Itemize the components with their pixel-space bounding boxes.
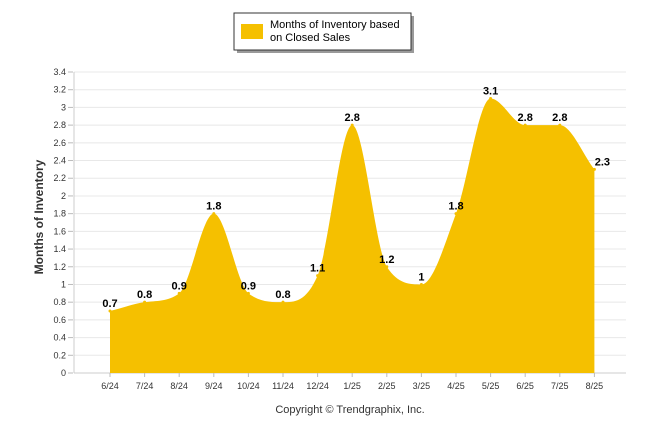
legend-box — [233, 12, 412, 51]
data-point — [177, 291, 181, 295]
data-point — [419, 282, 423, 286]
y-tick-label: 2.2 — [53, 173, 66, 183]
data-label: 2.3 — [595, 156, 610, 168]
x-tick-label: 6/24 — [101, 381, 119, 391]
y-tick-label: 2.6 — [53, 138, 66, 148]
data-label: 0.9 — [172, 280, 187, 292]
y-tick-label: 2.8 — [53, 120, 66, 130]
data-point — [454, 212, 458, 216]
data-label: 0.7 — [102, 298, 117, 310]
data-label: 0.9 — [241, 280, 256, 292]
data-point — [385, 265, 389, 269]
y-tick-label: 1.6 — [53, 226, 66, 236]
data-point — [350, 123, 354, 127]
x-tick-label: 1/25 — [343, 381, 361, 391]
x-tick-label: 9/24 — [205, 381, 223, 391]
data-point — [523, 123, 527, 127]
data-point — [246, 291, 250, 295]
x-tick-label: 11/24 — [272, 381, 294, 391]
data-point — [143, 300, 147, 304]
data-label: 1.8 — [206, 201, 221, 213]
x-tick-label: 12/24 — [306, 381, 329, 391]
x-tick-label: 8/24 — [170, 381, 188, 391]
data-point — [558, 123, 562, 127]
data-label: 2.8 — [345, 112, 360, 124]
legend-swatch — [241, 24, 263, 39]
y-tick-label: 0.4 — [53, 333, 66, 343]
data-point — [108, 309, 112, 313]
y-tick-label: 3.2 — [53, 85, 66, 95]
data-point — [316, 274, 320, 278]
data-label: 1 — [418, 271, 424, 283]
x-tick-label: 5/25 — [482, 381, 500, 391]
y-tick-label: 1 — [61, 279, 66, 289]
x-tick-label: 3/25 — [413, 381, 431, 391]
copyright-text: Copyright © Trendgraphix, Inc. — [275, 404, 424, 416]
legend: Months of Inventory based on Closed Sale… — [233, 12, 414, 53]
data-labels: 0.7 0.8 0.9 1.8 0.9 0.8 1.1 2.8 1.2 1 1.8 3.1 2.8 2.8… — [102, 86, 610, 310]
y-tick-label: 2.4 — [53, 156, 66, 166]
y-tick-label: 0 — [61, 368, 66, 378]
y-axis-title: Months of Inventory — [32, 159, 46, 274]
y-tick-label: 3.4 — [53, 67, 66, 77]
y-axis-ticks: 0 0.2 0.4 0.6 0.8 1 1.2 1.4 1.6 1.8 2 2.2 2.4 2.6 2.8 3… — [53, 67, 73, 378]
data-label: 0.8 — [137, 289, 152, 301]
data-point — [212, 212, 216, 216]
data-point — [489, 97, 493, 101]
data-label: 3.1 — [483, 86, 498, 98]
data-label: 0.8 — [275, 289, 290, 301]
x-tick-label: 8/25 — [586, 381, 604, 391]
x-tick-label: 2/25 — [378, 381, 396, 391]
x-axis-ticks: 6/24 7/24 8/24 9/24 10/24 11/24 12/24 1/25 2/25 3… — [101, 373, 603, 391]
data-label: 1.2 — [379, 254, 394, 266]
x-tick-label: 10/24 — [237, 381, 260, 391]
data-label: 2.8 — [552, 112, 567, 124]
x-tick-label: 7/25 — [551, 381, 569, 391]
plot-area — [108, 97, 596, 373]
x-tick-label: 4/25 — [447, 381, 465, 391]
y-tick-label: 3 — [61, 102, 66, 112]
series-area — [110, 98, 595, 373]
x-tick-label: 6/25 — [516, 381, 534, 391]
data-label: 1.8 — [448, 201, 463, 213]
y-tick-label: 0.6 — [53, 315, 66, 325]
data-label: 1.1 — [310, 263, 325, 275]
y-tick-label: 1.8 — [53, 209, 66, 219]
data-point — [281, 300, 285, 304]
legend-label-line1: Months of Inventory based — [270, 19, 400, 31]
y-tick-label: 1.4 — [53, 244, 66, 254]
data-point — [592, 167, 596, 171]
y-tick-label: 1.2 — [53, 262, 66, 272]
y-tick-label: 2 — [61, 191, 66, 201]
x-tick-label: 7/24 — [136, 381, 154, 391]
data-label: 2.8 — [518, 112, 533, 124]
legend-label-line2: on Closed Sales — [270, 32, 351, 44]
y-tick-label: 0.2 — [53, 350, 66, 360]
y-tick-label: 0.8 — [53, 297, 66, 307]
